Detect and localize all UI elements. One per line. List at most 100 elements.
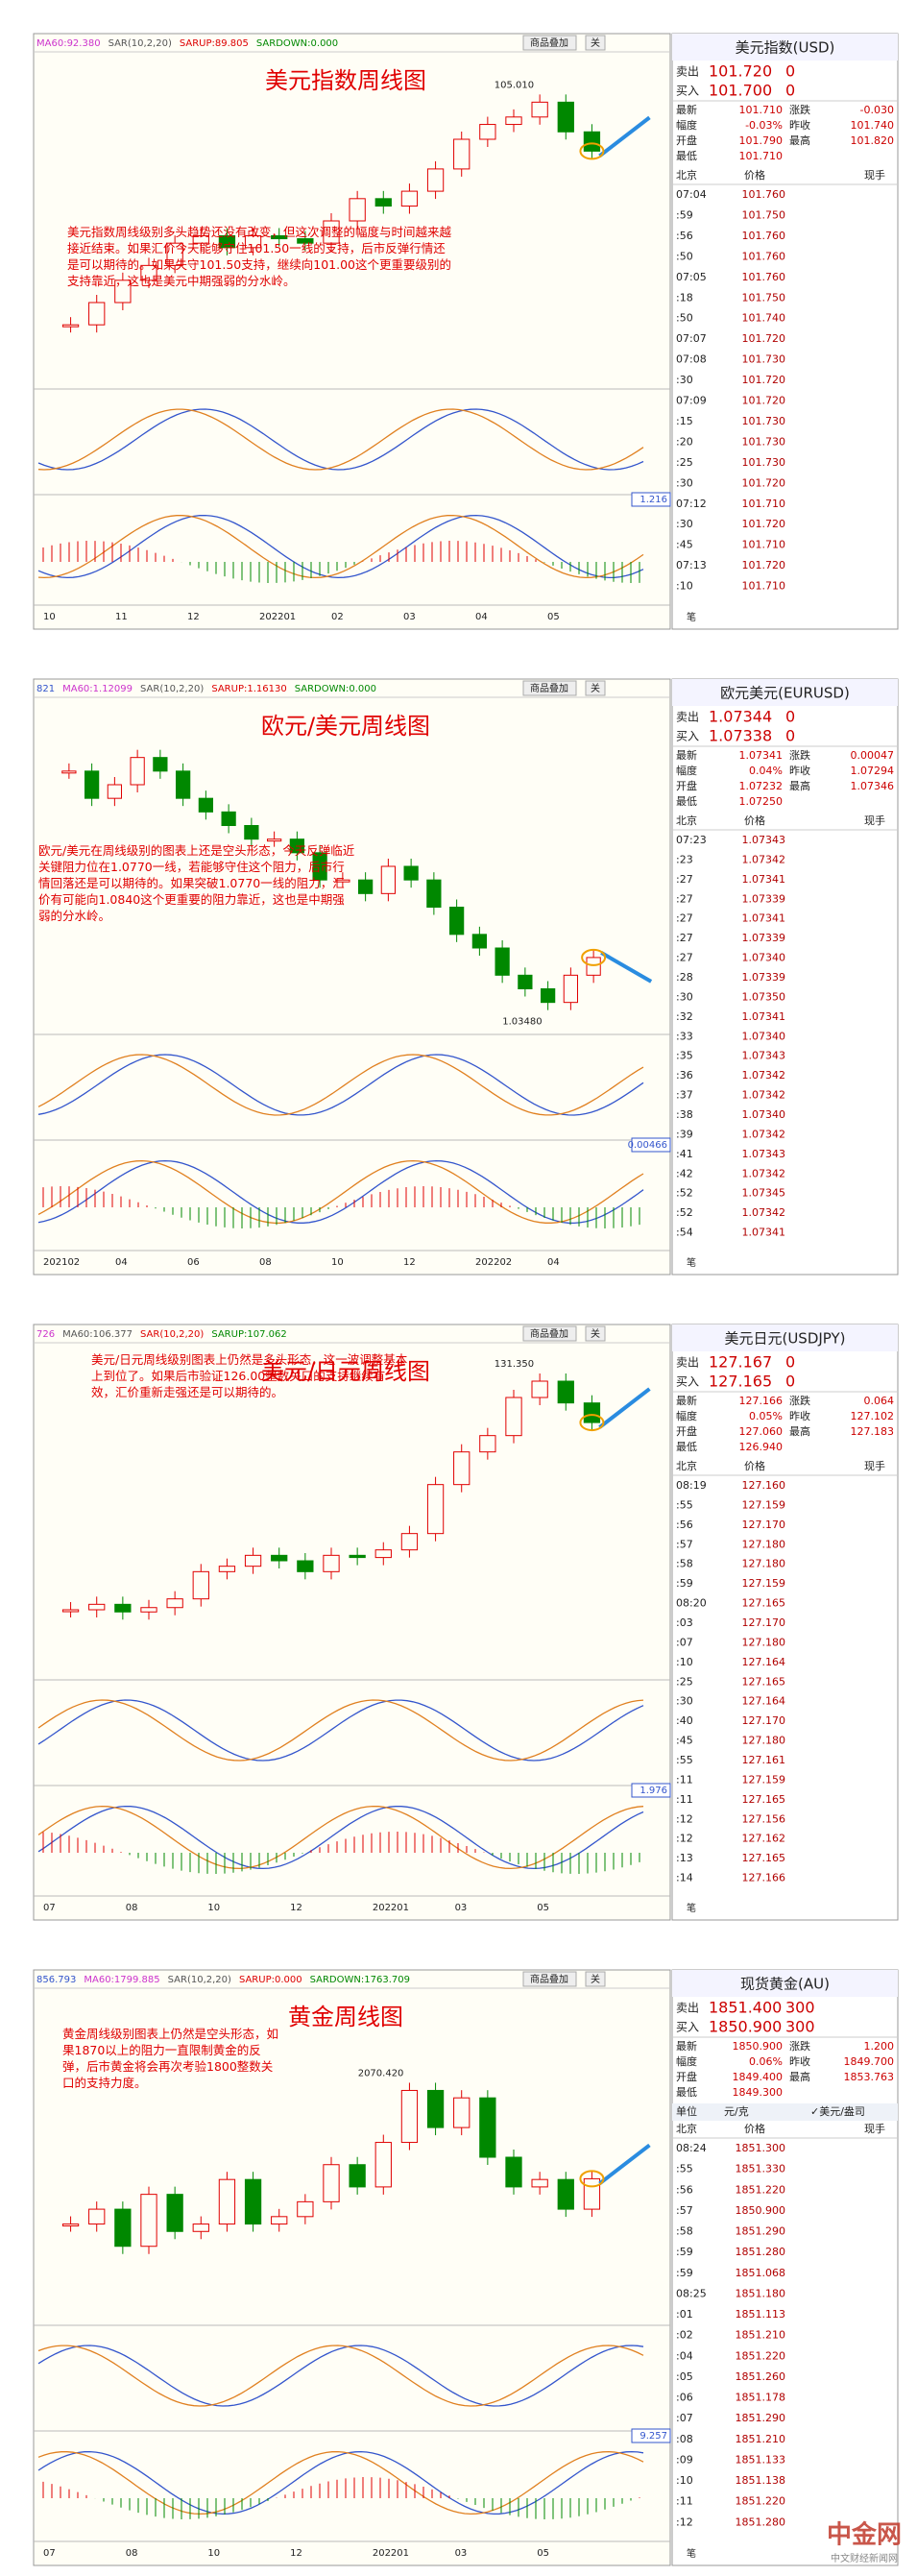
stat-label: 涨跌	[789, 748, 810, 762]
stat-label: 幅度	[676, 2054, 697, 2068]
date-label: 07	[43, 1903, 56, 1913]
date-label: 12	[187, 612, 200, 622]
tick-price: 101.760	[742, 271, 786, 283]
candle-body	[335, 879, 350, 883]
tick-time: :57	[676, 1538, 693, 1550]
quote-title-bg	[672, 34, 898, 61]
forecast-arrow	[598, 2143, 651, 2185]
quote-volume: 0	[785, 62, 795, 81]
stat-value: 1849.300	[733, 2086, 784, 2099]
tick-time: :36	[676, 1069, 693, 1081]
footer-label: 笔	[687, 1256, 696, 1269]
date-label: 06	[187, 1257, 200, 1268]
forecast-arrow	[600, 951, 653, 984]
date-label: 10	[331, 1257, 344, 1268]
tick-price: 1.07342	[742, 1128, 786, 1140]
tick-price: 1.07343	[742, 1050, 786, 1062]
tick-price: 101.730	[742, 353, 786, 366]
indicator-label: SARDOWN:0.000	[256, 38, 338, 49]
tick-price: 101.730	[742, 415, 786, 427]
indicator-label: SAR(10,2,20)	[109, 38, 172, 49]
candle-body	[176, 770, 191, 799]
stat-label: 最低	[676, 150, 697, 162]
quote-area	[671, 678, 899, 1276]
indicator-label: MA60:1.12099	[62, 684, 133, 694]
candle-body	[557, 101, 574, 133]
tick-price: 1.07342	[742, 1089, 786, 1102]
date-label: 202102	[43, 1257, 80, 1268]
tick-price: 127.159	[742, 1577, 786, 1590]
tick-time: :50	[676, 250, 693, 262]
tick-time: :58	[676, 1558, 693, 1570]
tick-time: :37	[676, 1089, 693, 1102]
tick-time: :14	[676, 1872, 693, 1884]
tick-time: :35	[676, 1050, 693, 1062]
candle-body	[218, 234, 236, 249]
toolbar-button-label: 商品叠加	[530, 36, 568, 49]
candle-body	[531, 101, 548, 118]
date-label: 07	[43, 2548, 56, 2559]
date-label: 03	[403, 612, 416, 622]
tick-price: 101.710	[742, 539, 786, 551]
toolbar-button	[522, 1325, 577, 1342]
tick-time: :30	[676, 990, 693, 1003]
watermark: 中金网	[827, 2520, 902, 2550]
date-label: 05	[537, 2548, 549, 2559]
quote-volume: 0	[785, 1353, 795, 1372]
candle-body	[541, 988, 556, 1004]
indicator-label: 856.793	[36, 1975, 76, 1985]
date-label: 04	[547, 1257, 560, 1268]
candle-body	[557, 2178, 574, 2210]
candle-body	[267, 838, 282, 842]
stat-value: 1.07346	[851, 780, 895, 792]
quote-label: 卖出	[676, 65, 699, 79]
tick-time: :42	[676, 1167, 693, 1179]
candle-body	[88, 1603, 106, 1611]
candle-body	[130, 757, 145, 786]
indicator-label: 726	[36, 1329, 55, 1340]
toolbar-button-label: 关	[591, 1973, 600, 1985]
tick-time: :06	[676, 2392, 693, 2404]
tick-time: :12	[676, 1833, 693, 1845]
stat-value: 0.05%	[749, 1410, 783, 1422]
tick-price: 1851.178	[736, 2392, 786, 2404]
date-label: 03	[455, 2548, 468, 2559]
tick-price: 127.165	[742, 1852, 786, 1864]
tick-time: :27	[676, 873, 693, 886]
tick-price: 1.07339	[742, 892, 786, 905]
quote-area	[671, 1324, 899, 1921]
date-label: 202202	[475, 1257, 512, 1268]
tick-header: 价格	[744, 168, 765, 182]
stat-value: 127.102	[851, 1410, 895, 1422]
tick-time: :40	[676, 1714, 693, 1727]
value-label-box	[631, 2428, 671, 2443]
stat-label: 开盘	[676, 2070, 697, 2083]
quote-price: 101.720	[709, 62, 772, 81]
tick-price: 101.720	[742, 518, 786, 530]
date-label: 08	[126, 1903, 138, 1913]
candle-body	[114, 1603, 132, 1613]
indicator-line	[37, 1699, 644, 1762]
indicator-line	[37, 1805, 644, 1870]
stat-value: 127.166	[739, 1395, 784, 1407]
tick-time: :27	[676, 932, 693, 944]
chart-area	[33, 1324, 671, 1921]
tick-price: 101.750	[742, 291, 786, 304]
tick-header: 北京	[676, 168, 697, 182]
tick-time: :38	[676, 1108, 693, 1121]
indicator-header: 821 MA60:1.12099 SAR(10,2,20) SARUP:1.16130…	[36, 684, 376, 694]
quote-label: 买入	[676, 2021, 699, 2034]
candle-body	[505, 116, 522, 126]
tick-price: 1851.113	[736, 2308, 786, 2321]
candle-body	[218, 2178, 236, 2225]
quote-volume: 0	[785, 727, 795, 745]
candle-body	[426, 879, 442, 909]
date-label: 202201	[259, 612, 296, 622]
tick-time: 08:20	[676, 1597, 707, 1610]
quote-price: 127.165	[709, 1373, 772, 1391]
candle-body	[61, 324, 80, 328]
indicator-value: 1.216	[639, 495, 667, 505]
stat-label: 最新	[676, 103, 697, 116]
indicator-header: MA60:92.380 SAR(10,2,20) SARUP:89.805 SARDO…	[36, 38, 338, 49]
